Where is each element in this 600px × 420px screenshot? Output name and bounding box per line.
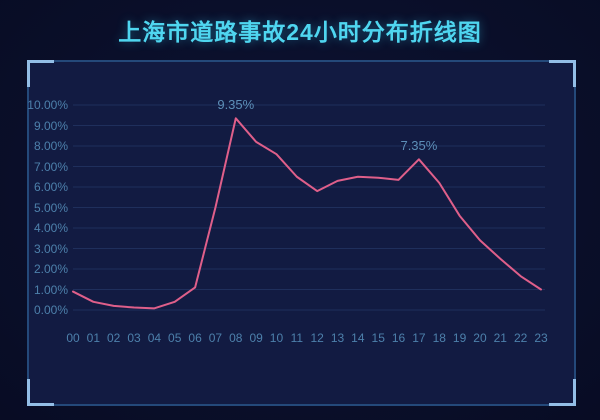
x-tick-label: 03 — [127, 331, 141, 345]
y-tick-label: 10.00% — [27, 98, 68, 112]
x-tick-label: 17 — [412, 331, 426, 345]
chart-panel-frame — [27, 60, 576, 406]
y-tick-label: 2.00% — [33, 262, 68, 276]
y-tick-label: 6.00% — [33, 180, 68, 194]
y-tick-label: 9.00% — [33, 118, 68, 133]
x-tick-label: 12 — [310, 331, 324, 345]
x-tick-label: 13 — [330, 331, 345, 345]
y-tick-label: 3.00% — [33, 241, 68, 256]
x-tick-label: 16 — [391, 331, 406, 345]
x-tick-label: 01 — [86, 331, 101, 345]
x-tick-label: 07 — [208, 331, 223, 345]
data-point-label: 7.35% — [400, 138, 438, 154]
x-tick-label: 09 — [249, 331, 263, 345]
x-tick-label: 11 — [290, 331, 304, 345]
x-tick-label: 08 — [229, 331, 243, 345]
x-tick-label: 23 — [534, 331, 548, 345]
data-point-label: 9.35% — [217, 97, 255, 113]
y-tick-label: 4.00% — [33, 221, 68, 235]
x-tick-label: 18 — [432, 331, 446, 345]
x-tick-label: 20 — [473, 331, 487, 345]
x-tick-label: 15 — [371, 331, 385, 345]
corner-bracket-bottom-left-icon — [27, 379, 54, 406]
corner-bracket-bottom-right-icon — [549, 379, 576, 406]
y-tick-label: 0.00% — [33, 303, 68, 317]
x-tick-label: 02 — [107, 331, 121, 345]
x-tick-label: 05 — [168, 331, 182, 345]
y-tick-label: 7.00% — [33, 159, 68, 174]
corner-bracket-top-left-icon — [27, 60, 54, 87]
corner-bracket-top-right-icon — [549, 60, 576, 87]
x-tick-label: 21 — [493, 331, 507, 345]
x-tick-label: 10 — [269, 331, 284, 345]
x-tick-label: 22 — [513, 331, 528, 345]
y-tick-label: 8.00% — [33, 139, 68, 153]
y-tick-label: 1.00% — [33, 282, 68, 297]
x-tick-label: 14 — [351, 331, 365, 345]
x-tick-label: 19 — [452, 331, 467, 345]
y-tick-label: 5.00% — [33, 200, 68, 215]
x-tick-label: 06 — [188, 331, 202, 345]
chart-title: 上海市道路事故24小时分布折线图 — [118, 19, 482, 45]
x-tick-label: 00 — [66, 331, 80, 345]
x-tick-label: 04 — [147, 331, 162, 345]
